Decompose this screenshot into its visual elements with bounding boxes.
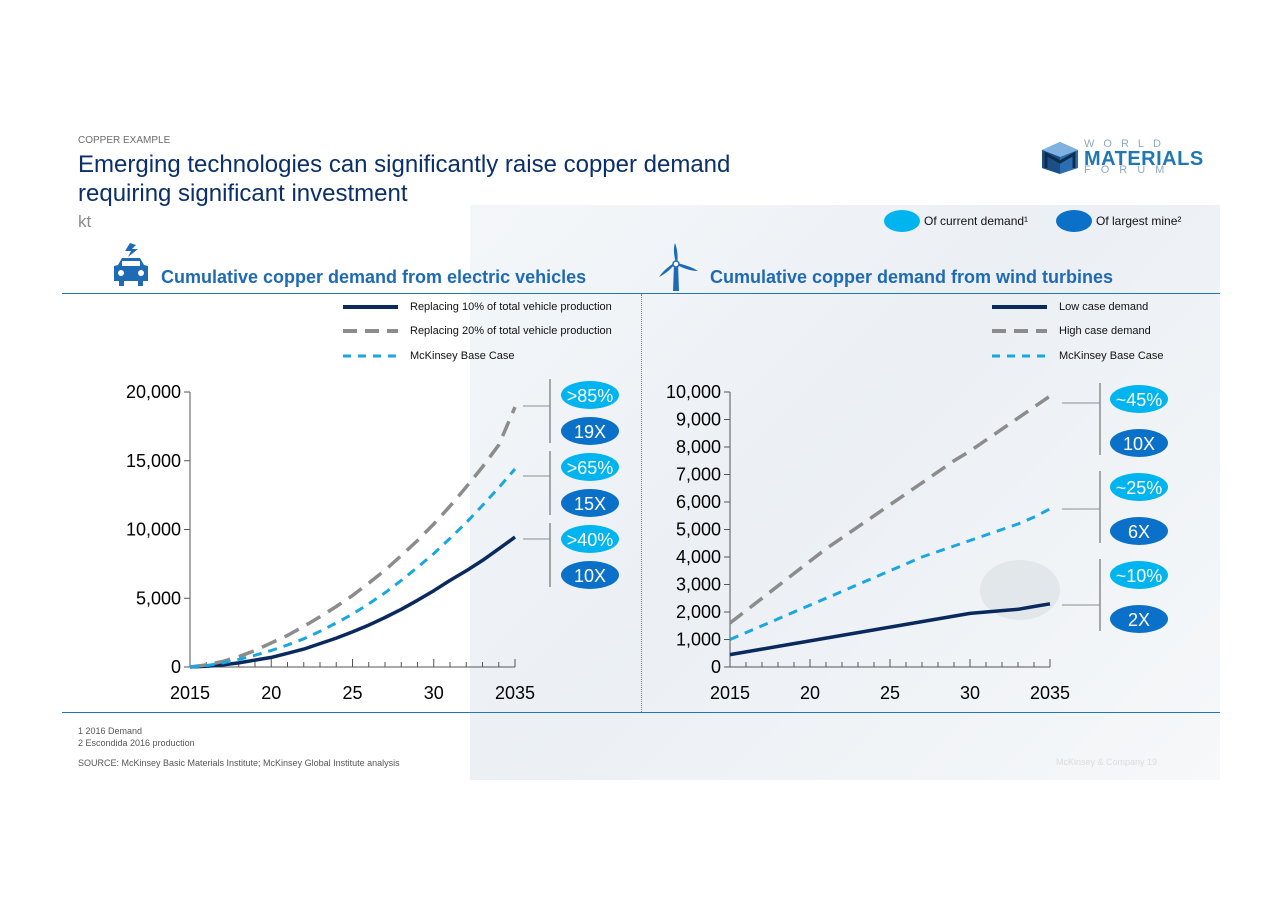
wind-x-tick-label: 2035 [1030,683,1070,703]
eyebrow-label: COPPER EXAMPLE [78,135,171,146]
page-title: Emerging technologies can significantly … [78,151,731,207]
ev-y-tick-label: 0 [171,657,181,677]
ev-legend-label-10pct: Replacing 10% of total vehicle productio… [410,301,612,313]
ev-bubble-current-label-2: >40% [567,530,614,550]
cube-logo-icon [1042,142,1078,174]
source-note: SOURCE: McKinsey Basic Materials Institu… [78,758,400,768]
ev-series-line-0 [189,535,517,669]
wind-y-tick-label: 5,000 [676,520,721,540]
wind-bubble-largest-label-2: 2X [1128,610,1150,630]
wind-y-tick-label: 1,000 [676,630,721,650]
ev-bubble-current-label-1: >65% [567,458,614,478]
world-materials-forum-logo: WORLD MATERIALS FORUM [1040,138,1210,180]
unit-label: kt [78,212,92,231]
ev-bubble-current-0 [561,381,619,409]
wind-chart-title: Cumulative copper demand from wind turbi… [710,267,1114,287]
footer-rule [62,712,1220,713]
ev-series-line-1 [189,406,517,669]
ev-bubble-largest-2 [561,561,619,589]
ev-bubble-current-2 [561,525,619,553]
wind-bubble-current-2 [1110,561,1168,589]
footer-company: McKinsey & Company 19 [1056,757,1158,767]
logo-text-world: WORLD [1084,138,1170,150]
wind-series-line-1 [728,394,1051,625]
wind-x-tick-label: 2015 [710,683,750,703]
ev-bubble-current-1 [561,453,619,481]
ev-bubble-largest-1 [561,489,619,517]
wind-y-tick-label: 9,000 [676,410,721,430]
ev-x-tick-label: 2035 [495,683,535,703]
ev-chart-title: Cumulative copper demand from electric v… [161,267,587,287]
wind-legend-label-high: High case demand [1059,325,1151,337]
wind-y-tick-label: 10,000 [666,382,721,402]
ev-x-tick-label: 30 [424,683,444,703]
ev-bubble-current-label-0: >85% [567,386,614,406]
wind-bubble-largest-2 [1110,605,1168,633]
ev-y-tick-label: 10,000 [126,520,181,540]
wind-bubble-largest-1 [1110,517,1168,545]
header-rule [62,293,1220,294]
wind-y-tick-label: 6,000 [676,492,721,512]
ev-legend-label-base: McKinsey Base Case [410,350,515,362]
ev-bubble-largest-label-1: 15X [574,494,606,514]
wind-x-tick-label: 30 [960,683,980,703]
logo-text-materials: MATERIALS [1084,148,1204,170]
legend-current-swatch [884,210,920,232]
wind-y-tick-label: 3,000 [676,575,721,595]
wind-bubble-largest-0 [1110,429,1168,457]
wind-turbine-icon [656,243,702,296]
wind-y-tick-label: 2,000 [676,602,721,622]
wind-bubble-largest-label-0: 10X [1123,434,1155,454]
wind-bubble-current-1 [1110,473,1168,501]
logo-text-forum: FORUM [1084,164,1175,176]
wind-bubble-current-label-1: ~25% [1116,478,1163,498]
wind-bubble-current-label-2: ~10% [1116,566,1163,586]
ev-legend-label-20pct: Replacing 20% of total vehicle productio… [410,325,612,337]
wind-legend-label-low: Low case demand [1059,301,1149,313]
ev-x-tick-label: 2015 [170,683,210,703]
ev-y-tick-label: 5,000 [136,588,181,608]
wind-bubble-current-0 [1110,385,1168,413]
wind-y-tick-label: 0 [711,657,721,677]
ev-y-tick-label: 15,000 [126,451,181,471]
wind-y-tick-label: 7,000 [676,465,721,485]
wind-series-line-2 [729,507,1051,641]
wind-y-tick-label: 8,000 [676,437,721,457]
legend-largest-mine: Of largest mine² [1056,210,1181,232]
legend-current-label: Of current demand¹ [924,214,1029,228]
footnote-2: 2 Escondida 2016 production [78,738,195,748]
wind-series-line-0 [729,602,1051,657]
wind-x-tick-label: 20 [800,683,820,703]
wind-legend-label-base: McKinsey Base Case [1059,350,1164,362]
ev-bubble-largest-0 [561,417,619,445]
electric-car-icon [110,243,152,296]
ev-bubble-largest-label-0: 19X [574,422,606,442]
ev-x-tick-label: 20 [261,683,281,703]
legend-largest-swatch [1056,210,1092,232]
ev-bubble-largest-label-2: 10X [574,566,606,586]
ev-x-tick-label: 25 [342,683,362,703]
wind-bubble-largest-label-1: 6X [1128,522,1150,542]
wind-x-tick-label: 25 [880,683,900,703]
ev-y-tick-label: 20,000 [126,382,181,402]
wind-y-tick-label: 4,000 [676,547,721,567]
panel-divider [641,294,642,712]
footnote-1: 1 2016 Demand [78,726,143,736]
wind-bubble-current-label-0: ~45% [1116,390,1163,410]
legend-current-demand: Of current demand¹ [884,210,1028,232]
ev-series-line-2 [189,468,517,669]
legend-largest-label: Of largest mine² [1096,214,1182,228]
